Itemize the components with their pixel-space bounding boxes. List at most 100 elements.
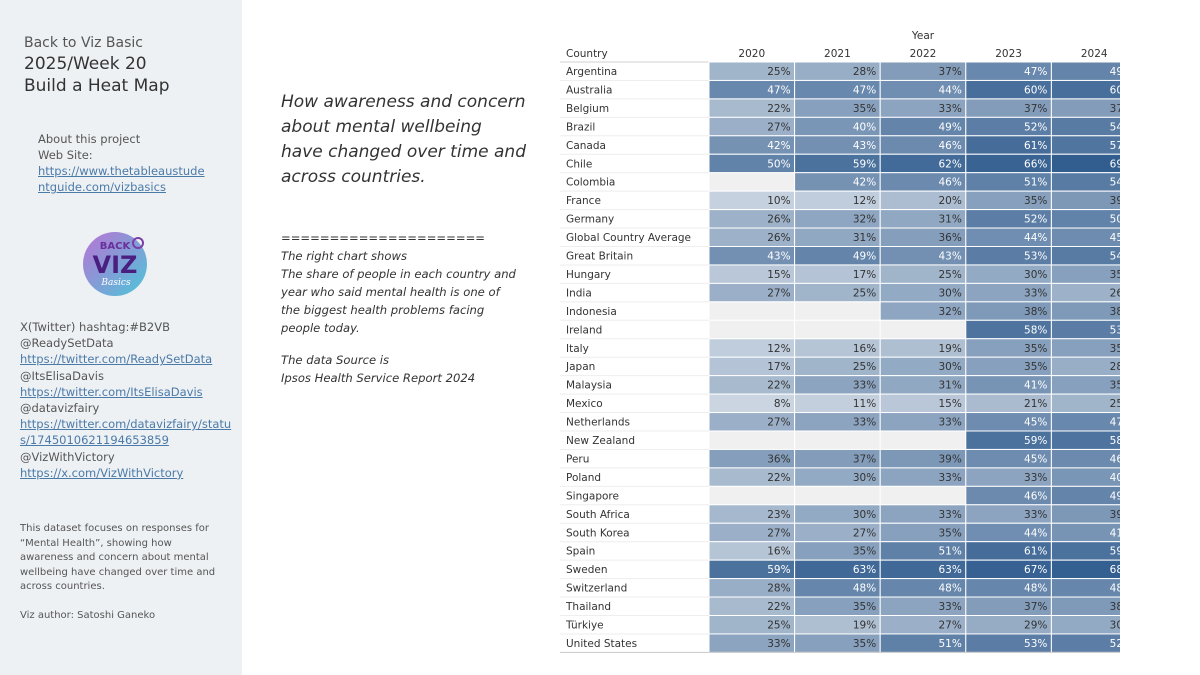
column-header-2021: 2021 <box>824 48 851 60</box>
contact-handle-1: @ReadySetData <box>20 336 114 351</box>
cell-value-label: 48% <box>1024 583 1047 595</box>
heat-cell[interactable] <box>879 430 967 450</box>
about-label: About this project <box>38 132 141 146</box>
cell-value-label: 59% <box>767 564 790 576</box>
contact-link-4[interactable]: https://x.com/VizWithVictory <box>20 465 184 480</box>
website-link[interactable]: https://www.thetableaustudentguide.com/v… <box>38 164 205 194</box>
cell-value-label: 27% <box>853 527 876 539</box>
row-label: Argentina <box>566 66 617 78</box>
notes-line-1: The right chart shows <box>281 249 408 263</box>
cell-value-label: 49% <box>938 121 961 133</box>
cell-value-label: 25% <box>853 287 876 299</box>
cell-value-label: 27% <box>938 620 961 632</box>
sidebar-header: Back to Viz Basic 2025/Week 20 Build a H… <box>24 33 170 97</box>
heat-cell[interactable] <box>794 485 881 506</box>
cell-value-label: 54% <box>1110 251 1120 263</box>
row-label: Malaysia <box>566 380 612 392</box>
cell-value-label: 33% <box>938 417 961 429</box>
row-label: New Zealand <box>566 435 635 447</box>
cell-value-label: 42% <box>767 140 790 152</box>
hashtag: X(Twitter) hashtag:#B2VB <box>20 320 170 334</box>
contact-link-3[interactable]: https://twitter.com/datavizfairy/status/… <box>20 417 232 448</box>
row-label: United States <box>566 638 637 650</box>
cell-value-label: 30% <box>1110 620 1120 632</box>
heat-cell[interactable] <box>794 319 881 340</box>
row-label: Australia <box>566 84 612 96</box>
cell-value-label: 22% <box>767 601 790 613</box>
cell-value-label: 53% <box>1024 638 1047 650</box>
row-label: Peru <box>566 453 589 465</box>
cell-value-label: 21% <box>1024 398 1047 410</box>
cell-value-label: 41% <box>1110 527 1120 539</box>
cell-value-label: 53% <box>1024 251 1047 263</box>
cell-value-label: 44% <box>1024 527 1047 539</box>
column-header-2022: 2022 <box>910 48 937 60</box>
cell-value-label: 35% <box>938 527 961 539</box>
cell-value-label: 33% <box>1024 287 1047 299</box>
cell-value-label: 54% <box>1110 177 1120 189</box>
cell-value-label: 31% <box>938 214 961 226</box>
cell-value-label: 44% <box>1024 232 1047 244</box>
cell-value-label: 22% <box>767 472 790 484</box>
cell-value-label: 33% <box>767 638 790 650</box>
heatmap-svg: Year Country 2020 2021 2022 2023 2024 Argentina… <box>560 30 1120 653</box>
social-section: X(Twitter) hashtag:#B2VB @ReadySetData h… <box>20 319 235 481</box>
contact-link-1[interactable]: https://twitter.com/ReadySetData <box>20 352 213 367</box>
cell-value-label: 31% <box>853 232 876 244</box>
cell-value-label: 32% <box>853 214 876 226</box>
cell-value-label: 37% <box>853 453 876 465</box>
website-label: Web Site: <box>38 148 93 162</box>
heat-cell[interactable] <box>794 430 881 450</box>
row-label: Global Country Average <box>566 232 691 244</box>
contact-link-2[interactable]: https://twitter.com/ItsElisaDavis <box>20 384 203 399</box>
logo-text-top: BACK <box>100 241 132 252</box>
row-label: Germany <box>566 214 614 226</box>
cell-value-label: 67% <box>1024 564 1047 576</box>
cell-value-label: 35% <box>1024 195 1047 207</box>
cell-value-label: 46% <box>1024 490 1047 502</box>
cell-value-label: 33% <box>938 103 961 115</box>
cell-value-label: 37% <box>938 66 961 78</box>
back-to-viz-basics-logo-icon: BACK VIZ Basics <box>83 232 147 296</box>
row-label: Canada <box>566 140 606 152</box>
heat-cell[interactable] <box>708 319 796 340</box>
heat-cell[interactable] <box>708 301 796 321</box>
cell-value-label: 25% <box>767 66 790 78</box>
row-label: Thailand <box>565 601 611 613</box>
cell-value-label: 59% <box>853 158 876 170</box>
cell-value-label: 39% <box>1110 195 1120 207</box>
cell-value-label: 39% <box>1110 509 1120 521</box>
logo-text-bottom: Basics <box>100 278 131 288</box>
cell-value-label: 35% <box>1024 343 1047 355</box>
heat-cell[interactable] <box>879 319 967 340</box>
cell-value-label: 26% <box>767 214 790 226</box>
about-section: About this project Web Site: https://www… <box>38 131 210 195</box>
row-label: Mexico <box>566 398 603 410</box>
heat-cell[interactable] <box>794 301 881 321</box>
cell-value-label: 47% <box>1024 66 1047 78</box>
heat-cell[interactable] <box>708 172 796 192</box>
cell-value-label: 36% <box>767 453 790 465</box>
cell-value-label: 32% <box>938 306 961 318</box>
cell-value-label: 57% <box>1110 140 1120 152</box>
heat-cell[interactable] <box>708 430 796 450</box>
row-label: Colombia <box>566 177 615 189</box>
row-label: Belgium <box>566 103 609 115</box>
cell-value-label: 43% <box>767 251 790 263</box>
cell-value-label: 30% <box>853 509 876 521</box>
cell-value-label: 30% <box>938 361 961 373</box>
cell-value-label: 43% <box>853 140 876 152</box>
cell-value-label: 69% <box>1110 158 1120 170</box>
row-label: Brazil <box>566 121 595 133</box>
cell-value-label: 26% <box>767 232 790 244</box>
cell-value-label: 46% <box>1110 453 1120 465</box>
cell-value-label: 60% <box>1110 84 1120 96</box>
row-label: France <box>566 195 601 207</box>
logo-text-main: VIZ <box>93 251 138 279</box>
heat-cell[interactable] <box>879 485 967 506</box>
cell-value-label: 27% <box>767 121 790 133</box>
cell-value-label: 28% <box>767 583 790 595</box>
cell-value-label: 46% <box>938 177 961 189</box>
heat-cell[interactable] <box>708 485 796 506</box>
cell-value-label: 25% <box>767 620 790 632</box>
